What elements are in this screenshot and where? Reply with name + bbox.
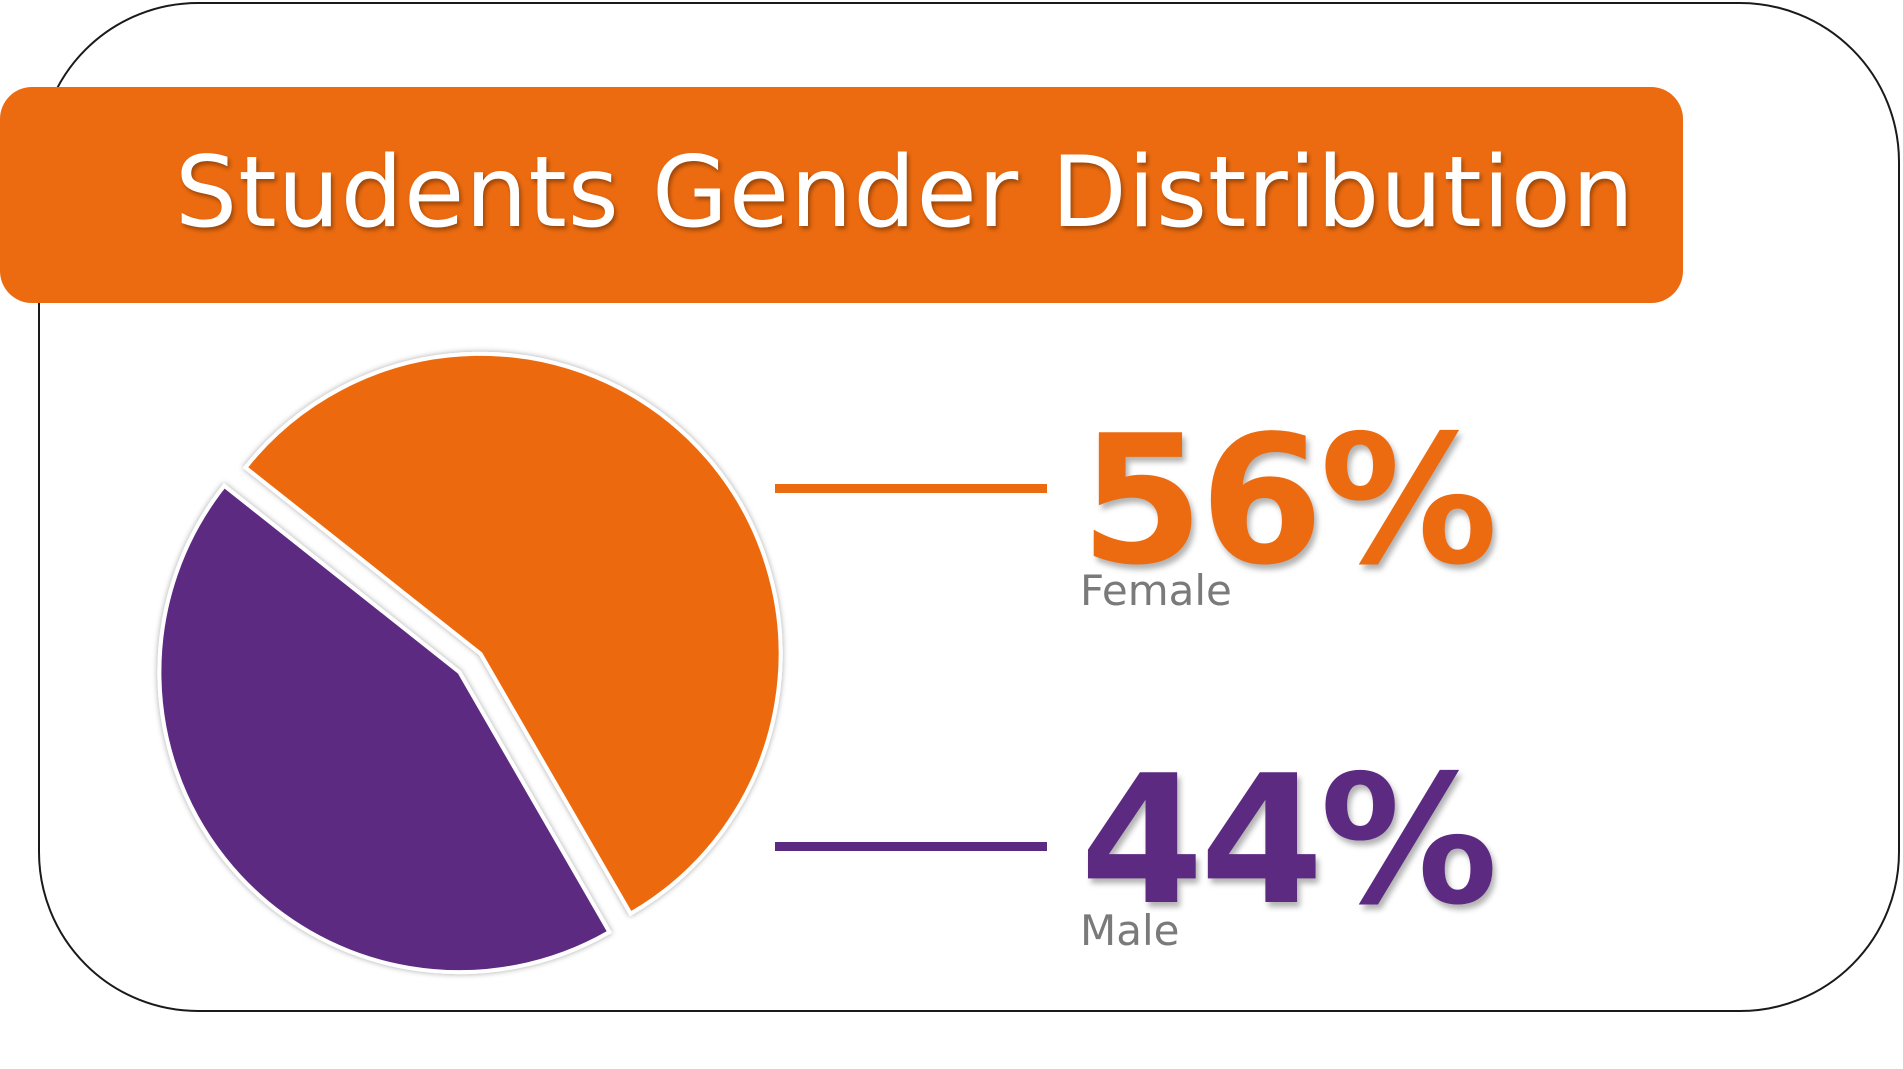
title-banner — [0, 87, 1683, 303]
chart-title: Students Gender Distribution — [175, 136, 1636, 250]
female-label: Female — [1080, 566, 1232, 615]
male-label: Male — [1080, 906, 1180, 955]
pie-slice-female — [242, 351, 783, 917]
pie-slice-male — [157, 482, 613, 975]
leader-line-female — [775, 484, 1047, 493]
leader-line-male — [775, 842, 1047, 851]
male-percentage: 44% — [1080, 737, 1498, 944]
female-percentage: 56% — [1080, 397, 1498, 604]
